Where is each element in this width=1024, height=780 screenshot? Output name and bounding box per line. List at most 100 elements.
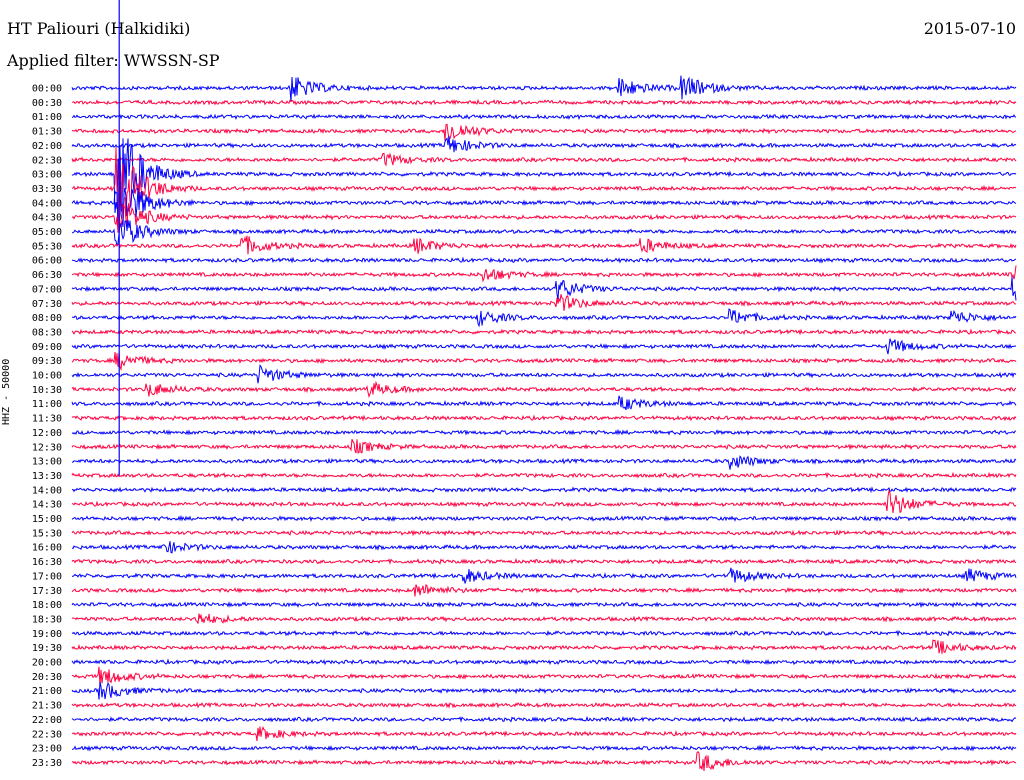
row-time-label: 23:00 [32, 744, 62, 755]
row-time-label: 11:30 [32, 414, 62, 425]
row-time-label: 19:00 [32, 629, 62, 640]
row-time-label: 20:00 [32, 658, 62, 669]
row-time-label: 15:00 [32, 514, 62, 525]
row-time-label: 04:30 [32, 213, 62, 224]
seismic-trace [71, 152, 1017, 167]
seismic-trace [71, 486, 1017, 494]
station-title: HT Paliouri (Halkidiki) [7, 19, 191, 38]
row-time-label: 06:30 [32, 270, 62, 281]
seismic-trace [71, 181, 1017, 227]
seismic-trace [71, 328, 1017, 336]
seismic-trace [71, 583, 1017, 597]
seismic-trace [71, 138, 1017, 214]
row-time-label: 09:30 [32, 356, 62, 367]
seismic-trace [71, 276, 1017, 301]
row-time-label: 09:00 [32, 342, 62, 353]
filter-label: Applied filter: WWSSN-SP [7, 51, 220, 70]
seismic-trace [71, 123, 1017, 141]
row-time-label: 17:30 [32, 586, 62, 597]
row-time-label: 01:30 [32, 127, 62, 138]
seismic-trace [71, 529, 1017, 537]
row-time-label: 20:30 [32, 672, 62, 683]
seismic-trace [71, 147, 1017, 231]
seismic-trace [71, 414, 1017, 422]
seismic-trace [71, 471, 1017, 479]
seismic-trace [71, 750, 1016, 771]
seismic-trace [71, 380, 1017, 398]
row-time-label: 21:30 [32, 701, 62, 712]
row-time-label: 22:30 [32, 729, 62, 740]
row-time-label: 12:00 [32, 428, 62, 439]
row-time-label: 16:00 [32, 543, 62, 554]
seismic-trace [71, 701, 1017, 709]
seismic-trace [71, 294, 1017, 311]
seismic-trace [71, 601, 1017, 609]
seismic-trace [71, 113, 1017, 121]
row-time-label: 16:30 [32, 557, 62, 568]
row-time-label: 00:30 [32, 98, 62, 109]
seismic-trace [71, 98, 1017, 106]
row-time-label: 10:30 [32, 385, 62, 396]
row-time-label: 18:30 [32, 614, 62, 625]
seismic-trace [71, 265, 1017, 283]
row-time-label: 04:00 [32, 198, 62, 209]
seismic-trace [71, 338, 1017, 355]
row-time-label: 07:00 [32, 284, 62, 295]
seismic-trace [71, 351, 1017, 372]
seismic-trace [71, 489, 1017, 514]
seismic-trace [71, 744, 1017, 752]
row-time-label: 02:00 [32, 141, 62, 152]
row-time-label: 21:00 [32, 686, 62, 697]
row-time-label: 07:30 [32, 299, 62, 310]
row-time-label: 05:30 [32, 241, 62, 252]
seismic-trace [71, 681, 1017, 700]
seismic-trace [72, 455, 1017, 470]
row-time-label: 22:00 [32, 715, 62, 726]
seismic-trace [71, 639, 1017, 654]
row-time-label: 03:30 [32, 184, 62, 195]
seismic-trace [71, 557, 1017, 565]
seismic-trace [71, 726, 1017, 741]
seismic-trace [71, 439, 1017, 454]
row-time-label: 02:30 [32, 155, 62, 166]
row-time-label: 12:30 [32, 442, 62, 453]
row-time-label: 00:00 [32, 84, 62, 95]
seismic-trace [71, 613, 1017, 624]
row-time-label: 17:00 [32, 571, 62, 582]
row-time-label: 14:00 [32, 485, 62, 496]
seismic-trace [71, 567, 1017, 584]
seismic-trace [71, 395, 1017, 411]
row-time-label: 08:00 [32, 313, 62, 324]
seismic-trace [71, 658, 1017, 666]
seismic-trace [71, 514, 1017, 522]
row-time-label: 14:30 [32, 500, 62, 511]
row-time-label: 13:00 [32, 457, 62, 468]
seismic-trace [71, 75, 1017, 102]
row-time-label: 06:00 [32, 256, 62, 267]
row-time-label: 08:30 [32, 327, 62, 338]
seismic-trace [71, 715, 1017, 723]
seismic-trace [71, 256, 1017, 264]
seismic-trace [71, 428, 1017, 436]
seismic-trace [71, 235, 1017, 255]
row-time-label: 18:00 [32, 600, 62, 611]
row-time-label: 05:00 [32, 227, 62, 238]
seismic-trace [71, 541, 1017, 554]
seismic-trace [71, 630, 1017, 637]
row-time-label: 01:00 [32, 112, 62, 123]
row-time-label: 15:30 [32, 528, 62, 539]
row-time-label: 23:30 [32, 758, 62, 769]
seismic-trace [71, 308, 1017, 328]
seismic-trace [71, 666, 1017, 686]
seismic-trace [72, 219, 1017, 247]
seismic-trace [71, 364, 1017, 384]
row-time-label: 11:00 [32, 399, 62, 410]
row-time-label: 19:30 [32, 643, 62, 654]
seismic-trace [71, 136, 1017, 153]
row-time-label: 10:00 [32, 371, 62, 382]
date-label: 2015-07-10 [923, 19, 1016, 38]
seismic-trace [71, 202, 1017, 233]
row-time-label: 03:00 [32, 170, 62, 181]
row-time-label: 13:30 [32, 471, 62, 482]
